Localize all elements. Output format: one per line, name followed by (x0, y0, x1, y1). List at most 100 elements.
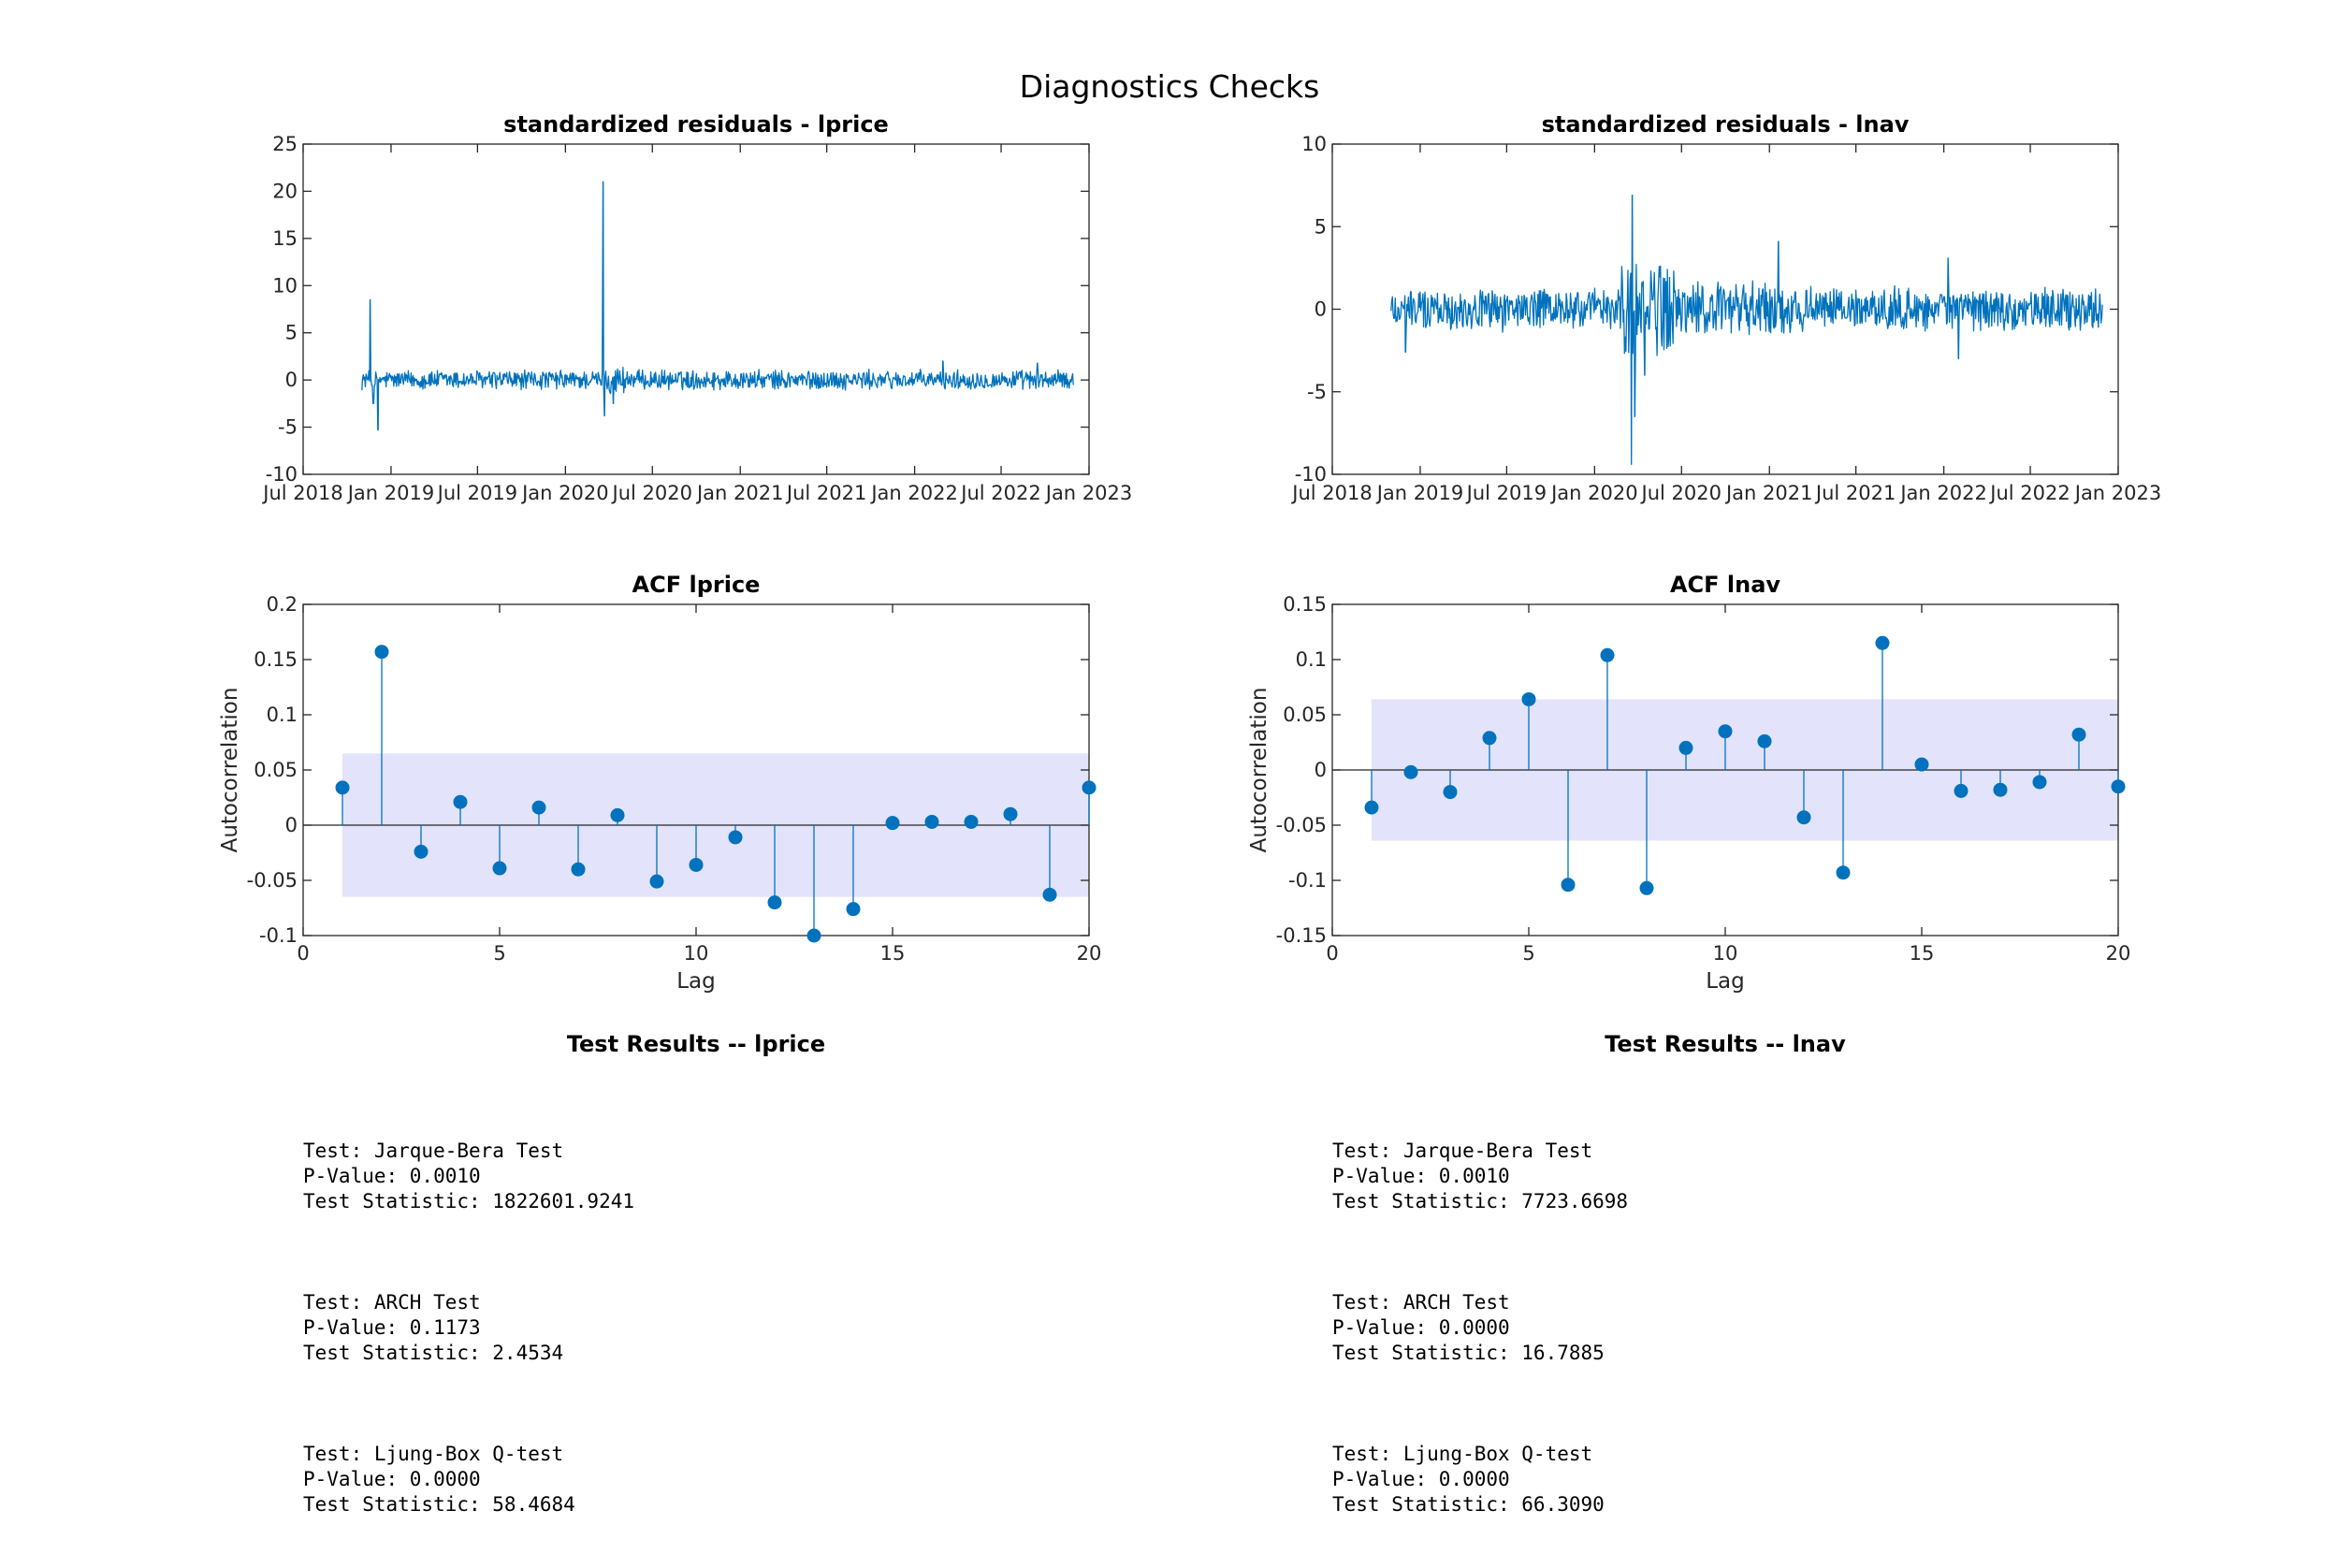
chart-acf-lnav: ACF lnav Lag Autocorrelation -0.15 -0.1 -0… (1247, 572, 2130, 994)
y-tick-label: -10 (1295, 463, 1327, 486)
x-tick-label: 0 (297, 942, 309, 965)
test-entry: Test: Ljung-Box Q-test P-Value: 0.0000 Tes… (303, 1442, 634, 1517)
acf-point (964, 814, 979, 829)
y-tick-label: 5 (1315, 215, 1327, 238)
figure-title: Diagnostics Checks (1020, 68, 1320, 105)
x-tick-label: 20 (2106, 942, 2131, 965)
chart-resid-lprice: standardized residuals - lprice -10 -5 0 5 1… (261, 111, 1132, 504)
acf-point (1718, 724, 1733, 739)
y-tick-label: -0.1 (259, 924, 298, 947)
test-entry: Test: ARCH Test P-Value: 0.0000 Test Stati… (1332, 1290, 1628, 1366)
test-p-value: P-Value: 0.0010 (303, 1165, 481, 1187)
x-tick-label: 10 (684, 942, 709, 965)
acf-point (1600, 647, 1615, 662)
test-results-lnav: Test: Jarque-Bera Test P-Value: 0.0010 Tes… (1332, 1088, 1628, 1568)
acf-point (1678, 740, 1693, 755)
x-tick-label: Jan 2021 (1724, 482, 1813, 504)
x-tick-label: 5 (1522, 942, 1534, 965)
acf-point (1796, 810, 1811, 825)
y-tick-label: -0.15 (1276, 924, 1327, 947)
test-statistic: Test Statistic: 16.7885 (1332, 1342, 1605, 1364)
test-name: Test: Ljung-Box Q-test (1332, 1443, 1593, 1465)
acf-point (1042, 887, 1057, 902)
acf-point (1914, 757, 1929, 772)
x-axis-label: Lag (676, 969, 716, 994)
x-tick-label: Jan 2019 (346, 482, 435, 504)
x-tick-label: Jul 2022 (959, 482, 1040, 504)
acf-point (924, 814, 939, 829)
test-name: Test: ARCH Test (303, 1291, 481, 1314)
acf-point (1875, 635, 1890, 650)
acf-point (492, 861, 507, 876)
acf-point (2032, 775, 2047, 790)
test-entry: Test: Ljung-Box Q-test P-Value: 0.0000 Tes… (1332, 1442, 1628, 1517)
test-statistic: Test Statistic: 58.4684 (303, 1493, 575, 1516)
y-tick-label: 0 (285, 814, 298, 836)
acf-point (2071, 727, 2086, 742)
acf-point (649, 874, 664, 889)
y-tick-label: 0.1 (267, 704, 298, 726)
chart-acf-lprice: ACF lprice Lag Autocorrelation -0.1 -0.05… (218, 572, 1101, 994)
test-p-value: P-Value: 0.1173 (303, 1316, 481, 1339)
acf-point (374, 645, 389, 660)
acf-point (1757, 733, 1772, 748)
x-tick-label: Jan 2023 (1044, 482, 1133, 504)
acf-point (571, 862, 586, 877)
x-tick-label: 0 (1326, 942, 1338, 965)
x-tick-label: 15 (880, 942, 906, 965)
acf-point (1364, 800, 1379, 815)
test-results-lprice: Test: Jarque-Bera Test P-Value: 0.0010 Tes… (303, 1088, 634, 1568)
test-statistic: Test Statistic: 66.3090 (1332, 1493, 1605, 1516)
y-tick-label: 0 (1315, 759, 1327, 781)
y-tick-label: 0.05 (254, 759, 298, 781)
chart-title: standardized residuals - lnav (1542, 111, 1910, 138)
y-tick-label: -0.05 (1276, 814, 1327, 836)
test-name: Test: Jarque-Bera Test (1332, 1140, 1593, 1162)
chart-title: ACF lnav (1670, 572, 1780, 598)
x-tick-label: Jan 2019 (1375, 482, 1464, 504)
chart-resid-lnav: standardized residuals - lnav -10 -5 0 5 10 J… (1290, 111, 2161, 504)
acf-point (1521, 691, 1536, 706)
acf-point (1639, 880, 1654, 895)
acf-point (2111, 779, 2126, 794)
y-tick-label: 0.15 (254, 648, 298, 671)
y-tick-label: 20 (272, 180, 298, 202)
acf-point (1403, 764, 1418, 779)
y-tick-label: -5 (1307, 381, 1327, 403)
residual-series-line (1390, 195, 2103, 466)
x-tick-label: Jul 2020 (611, 482, 692, 504)
test-name: Test: Ljung-Box Q-test (303, 1443, 564, 1465)
acf-point (1443, 785, 1458, 800)
x-tick-label: 5 (493, 942, 505, 965)
y-tick-label: 0.2 (267, 593, 298, 616)
test-p-value: P-Value: 0.0000 (303, 1468, 481, 1490)
acf-point (767, 895, 782, 910)
test-p-value: P-Value: 0.0000 (1332, 1468, 1510, 1490)
chart-title: ACF lprice (632, 572, 761, 598)
x-tick-label: Jan 2022 (1898, 482, 1987, 504)
y-tick-label: -0.05 (247, 869, 298, 892)
y-tick-label: 10 (1301, 133, 1327, 155)
x-tick-label: Jul 2022 (1988, 482, 2070, 504)
test-entry: Test: ARCH Test P-Value: 0.1173 Test Stati… (303, 1290, 634, 1366)
y-tick-label: 25 (272, 133, 298, 155)
test-entry: Test: Jarque-Bera Test P-Value: 0.0010 Tes… (1332, 1139, 1628, 1214)
acf-point (531, 800, 546, 815)
acf-point (1482, 731, 1497, 746)
x-tick-label: 10 (1713, 942, 1738, 965)
acf-point (453, 794, 468, 809)
plot-area (302, 143, 1090, 475)
test-statistic: Test Statistic: 2.4534 (303, 1342, 564, 1364)
y-tick-label: 0 (285, 369, 298, 391)
x-tick-label: Jul 2018 (1290, 482, 1372, 504)
test-p-value: P-Value: 0.0010 (1332, 1165, 1510, 1187)
x-tick-label: Jan 2020 (520, 482, 609, 504)
y-tick-label: 0 (1315, 298, 1327, 321)
test-statistic: Test Statistic: 1822601.9241 (303, 1190, 635, 1212)
acf-point (335, 780, 350, 795)
y-tick-label: 15 (272, 227, 298, 250)
acf-point (610, 807, 625, 822)
y-tick-label: 5 (285, 322, 298, 344)
y-axis-label: Autocorrelation (1247, 688, 1271, 853)
